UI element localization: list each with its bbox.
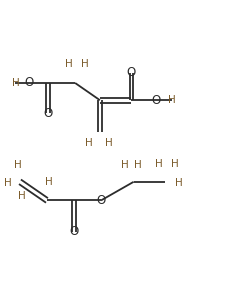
Text: H: H	[121, 160, 129, 170]
Text: O: O	[152, 94, 161, 107]
Text: H: H	[12, 78, 19, 88]
Text: H: H	[85, 138, 92, 148]
Text: H: H	[134, 160, 142, 170]
Text: H: H	[4, 178, 12, 188]
Text: H: H	[171, 159, 179, 169]
Text: H: H	[65, 59, 73, 69]
Text: H: H	[175, 178, 182, 188]
Text: H: H	[155, 159, 162, 169]
Text: H: H	[81, 59, 89, 69]
Text: H: H	[168, 95, 176, 105]
Text: O: O	[43, 107, 53, 119]
Text: H: H	[14, 160, 22, 170]
Text: O: O	[127, 67, 136, 79]
Text: H: H	[18, 191, 26, 201]
Text: H: H	[45, 177, 53, 187]
Text: O: O	[96, 194, 106, 207]
Text: O: O	[24, 77, 33, 89]
Text: O: O	[69, 225, 79, 239]
Text: H: H	[105, 138, 112, 148]
